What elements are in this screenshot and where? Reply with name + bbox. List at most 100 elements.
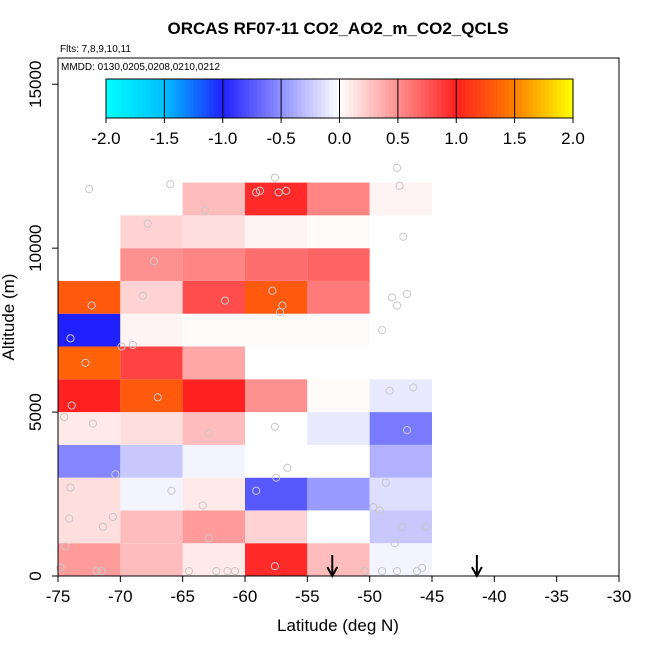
- cells-layer: [58, 182, 432, 576]
- colorbar-swatch: [197, 79, 203, 118]
- heatmap-cell: [182, 543, 245, 576]
- heatmap-cell: [58, 379, 121, 413]
- sample-point: [66, 334, 75, 343]
- sample-point: [85, 185, 94, 194]
- colorbar-swatch: [201, 79, 207, 118]
- colorbar-swatch: [293, 79, 299, 118]
- colorbar-swatch: [417, 79, 422, 118]
- sample-point: [204, 429, 213, 438]
- colorbar-tick-label: 1.0: [444, 129, 468, 148]
- sample-point: [92, 566, 101, 576]
- colorbar-swatch: [341, 79, 347, 118]
- colorbar-swatch: [285, 79, 291, 118]
- heatmap-cell: [58, 412, 121, 445]
- heatmap-cell: [307, 182, 370, 216]
- heatmap-cell: [245, 215, 308, 249]
- heatmap-cell: [182, 379, 245, 413]
- heatmap-cell: [182, 182, 245, 216]
- colorbar-swatch: [533, 79, 538, 118]
- heatmap-cell: [307, 215, 370, 249]
- sample-point: [283, 463, 292, 472]
- colorbar-swatch: [157, 79, 163, 118]
- y-tick-label: 15000: [26, 61, 45, 108]
- colorbar-swatch: [493, 79, 498, 118]
- heatmap-cell: [307, 510, 370, 544]
- sample-point: [268, 286, 277, 295]
- heatmap-cell: [182, 280, 245, 314]
- colorbar-swatch: [429, 79, 434, 118]
- heatmap-cell: [120, 313, 183, 347]
- colorbar-swatch: [129, 79, 135, 118]
- heatmap-cell: [307, 444, 370, 478]
- colorbar-swatch: [321, 79, 327, 118]
- sample-point: [392, 163, 402, 172]
- colorbar-swatch: [241, 79, 247, 118]
- colorbar-swatch: [445, 79, 450, 118]
- heatmap-cell: [58, 543, 121, 576]
- sample-point: [167, 486, 176, 495]
- sample-point: [385, 386, 394, 395]
- sample-point: [143, 219, 152, 228]
- colorbar-tick-label: -0.5: [266, 129, 295, 148]
- colorbar-tick-label: -2.0: [91, 129, 120, 148]
- heatmap-cell: [182, 215, 245, 249]
- x-axis-ticks: -75 -70 -65 -60 -55 -50 -45 -40 -35 -30: [46, 576, 631, 606]
- heatmap-cell: [369, 444, 432, 478]
- y-tick-label: 10000: [26, 225, 45, 272]
- colorbar-swatch: [381, 79, 387, 118]
- colorbar-swatch: [537, 79, 542, 118]
- sample-point: [252, 486, 261, 495]
- heatmap-cell: [307, 379, 370, 413]
- colorbar: -2.0 -1.5 -1.0 -0.5 0.0 0.5 1.0 1.5 2.0: [91, 78, 585, 148]
- y-tick-label: 0: [26, 571, 45, 580]
- sample-point: [360, 566, 369, 576]
- x-axis-label: Latitude (deg N): [277, 616, 399, 635]
- colorbar-swatch: [345, 79, 351, 118]
- colorbar-swatch: [425, 79, 430, 118]
- sample-point: [97, 566, 106, 576]
- colorbar-swatch: [505, 79, 510, 118]
- heatmap-cell: [182, 412, 245, 445]
- colorbar-swatch: [177, 79, 183, 118]
- sample-point: [201, 206, 210, 215]
- colorbar-swatch: [205, 79, 211, 118]
- colorbar-swatch: [449, 79, 454, 118]
- dates-note: MMDD: 0130,0205,0208,0210,0212: [61, 62, 220, 73]
- heatmap-cell: [307, 543, 370, 576]
- colorbar-swatch: [453, 79, 458, 118]
- sample-point: [98, 522, 107, 531]
- colorbar-swatch: [173, 79, 179, 118]
- heatmap-cell: [120, 444, 183, 478]
- colorbar-swatch: [349, 79, 355, 118]
- sample-point: [88, 419, 98, 428]
- colorbar-swatch: [133, 79, 139, 118]
- colorbar-swatch: [301, 79, 307, 118]
- colorbar-swatch: [165, 79, 171, 118]
- sample-point: [409, 383, 418, 392]
- colorbar-tick-label: 2.0: [561, 129, 585, 148]
- heatmap-cell: [369, 379, 432, 413]
- colorbar-swatch: [233, 79, 239, 118]
- x-tick-label: -60: [233, 587, 258, 606]
- sample-point: [87, 301, 96, 310]
- flights-note: Flts: 7,8,9,10,11: [60, 44, 131, 55]
- heatmap-cell: [369, 182, 432, 216]
- heatmap-cell: [58, 444, 121, 478]
- sample-point: [252, 188, 261, 197]
- colorbar-swatch: [441, 79, 446, 118]
- sample-point: [282, 186, 291, 195]
- colorbar-swatch: [333, 79, 339, 118]
- sample-point: [421, 522, 430, 531]
- heatmap-cell: [369, 477, 432, 511]
- heatmap-cell: [182, 346, 245, 380]
- colorbar-swatch: [245, 79, 251, 118]
- colorbar-swatch: [357, 79, 363, 118]
- colorbar-tick-label: 0.5: [386, 129, 410, 148]
- heatmap-cell: [120, 412, 183, 445]
- sample-point: [166, 180, 175, 189]
- sample-point: [378, 566, 387, 576]
- colorbar-swatch: [221, 79, 227, 118]
- heatmap-cell: [182, 248, 245, 281]
- colorbar-swatch: [433, 79, 438, 118]
